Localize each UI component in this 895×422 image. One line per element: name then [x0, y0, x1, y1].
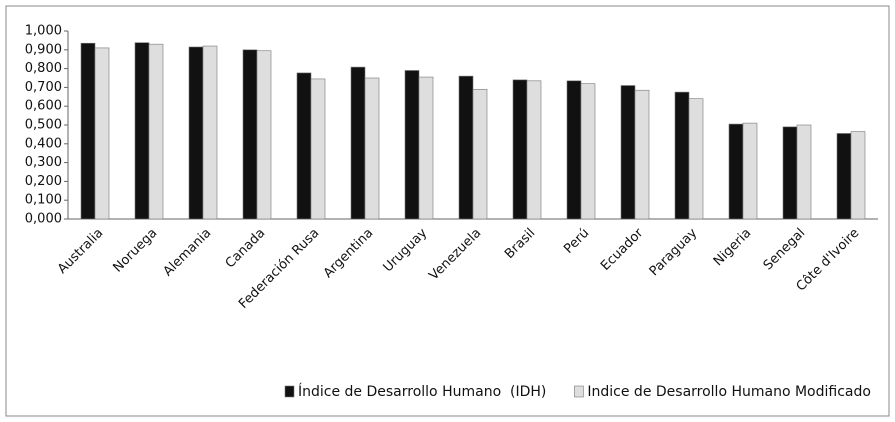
y-tick-label: 0,400: [25, 136, 62, 151]
bar: [836, 133, 852, 220]
bar: [742, 122, 758, 220]
y-tick-label: 1,000: [25, 24, 62, 39]
bar: [310, 78, 326, 220]
legend-label: Indice de Desarrollo Humano Modificado: [587, 384, 871, 400]
legend-swatch: [284, 385, 295, 398]
bar: [512, 79, 528, 220]
bar: [350, 66, 366, 220]
y-tick-label: 0,900: [25, 42, 62, 57]
bar: [202, 45, 218, 220]
bar: [620, 85, 636, 220]
legend-swatch: [574, 385, 584, 398]
bar: [404, 70, 420, 220]
y-tick-label: 0,200: [25, 174, 62, 189]
bar: [256, 50, 272, 220]
bar: [634, 89, 650, 220]
legend-label: Índice de Desarrollo Humano (IDH): [298, 383, 546, 400]
y-tick-label: 0,800: [25, 61, 62, 76]
bar: [458, 75, 474, 220]
bar: [782, 126, 798, 220]
bar: [242, 49, 258, 220]
bar: [94, 47, 110, 220]
y-tick-label: 0,700: [25, 80, 62, 95]
bar: [364, 77, 380, 220]
bar: [566, 80, 582, 220]
bar: [134, 42, 150, 220]
bar: [188, 46, 204, 220]
bar: [148, 43, 164, 220]
bar: [472, 88, 488, 220]
bar: [526, 80, 542, 220]
y-tick-label: 0,600: [25, 99, 62, 114]
y-tick-label: 0,000: [25, 212, 62, 227]
bar: [580, 83, 596, 220]
bar: [796, 124, 812, 220]
y-tick-label: 0,100: [25, 193, 62, 208]
bar: [850, 131, 866, 220]
bar: [296, 72, 312, 220]
y-tick-label: 0,500: [25, 118, 62, 133]
bar: [674, 91, 690, 220]
bar: [418, 76, 434, 220]
y-tick-label: 0,300: [25, 155, 62, 170]
bar: [688, 98, 704, 220]
bar: [728, 123, 744, 220]
bar: [80, 42, 96, 220]
